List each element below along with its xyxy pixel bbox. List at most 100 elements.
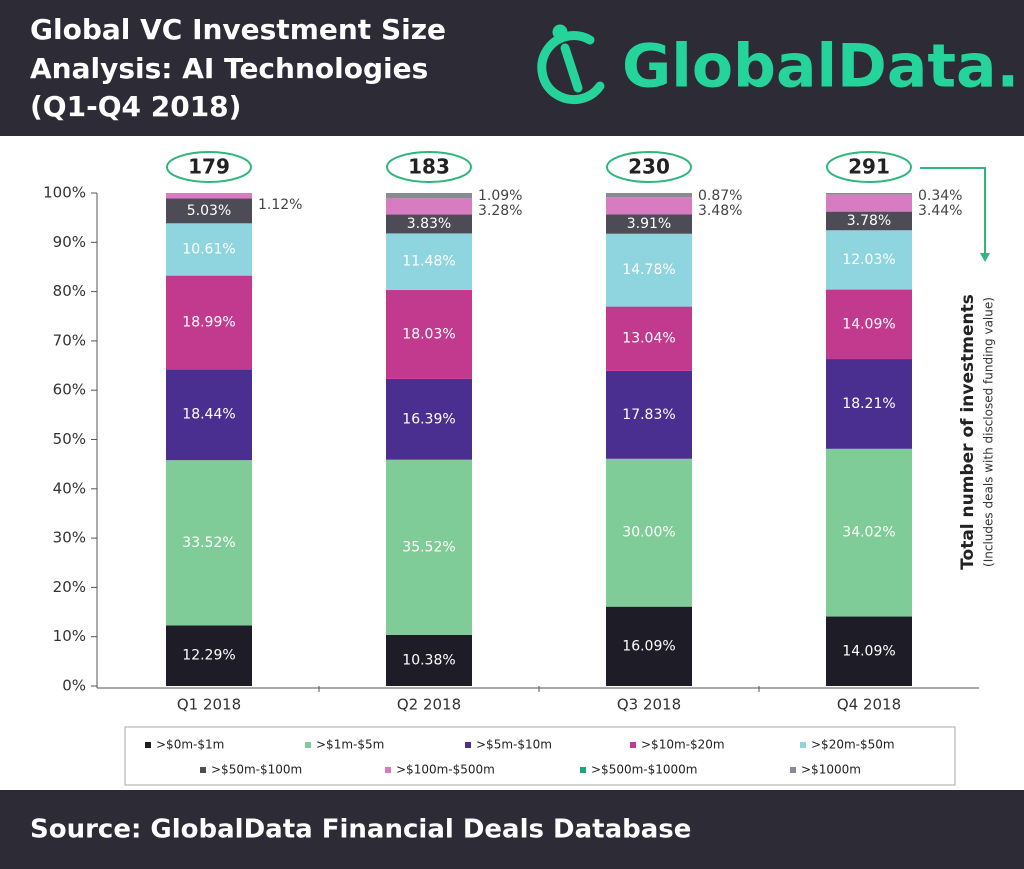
value-label: 18.44% xyxy=(182,407,235,423)
legend-label: >$1000m xyxy=(801,763,861,777)
bar-segment xyxy=(606,458,692,607)
title-line: Global VC Investment Size xyxy=(30,13,446,46)
x-tick-label: Q1 2018 xyxy=(177,696,241,714)
value-label: 17.83% xyxy=(622,407,675,423)
value-label: 0.87% xyxy=(698,188,742,204)
legend-box xyxy=(124,726,956,786)
value-label: 13.04% xyxy=(622,331,675,347)
value-label: 18.99% xyxy=(182,314,235,330)
bar-segment xyxy=(606,606,692,686)
y-tick-label: 40% xyxy=(53,479,86,497)
legend-marker xyxy=(580,767,586,773)
bar-segment xyxy=(166,369,252,461)
value-label: 3.48% xyxy=(698,203,742,219)
total-oval xyxy=(826,151,912,183)
totals-arrow xyxy=(920,167,986,255)
y-tick-label: 100% xyxy=(43,184,86,202)
bar-segment xyxy=(606,197,692,215)
value-label: 1.09% xyxy=(478,188,522,204)
bar-segment xyxy=(606,193,692,198)
value-label: 16.39% xyxy=(402,411,455,427)
value-label: 3.28% xyxy=(478,203,522,219)
bar-segment xyxy=(606,214,692,234)
legend-label: >$100m-$500m xyxy=(396,763,495,777)
bar-segment xyxy=(386,233,472,291)
legend-label: >$5m-$10m xyxy=(476,738,552,752)
total-value: 179 xyxy=(188,155,230,179)
y-tick-label: 70% xyxy=(53,331,86,349)
value-label: 3.44% xyxy=(918,203,962,219)
value-label: 33.52% xyxy=(182,535,235,551)
source: Source: GlobalData Financial Deals Datab… xyxy=(30,815,691,845)
title-line: (Q1-Q4 2018) xyxy=(30,90,241,123)
value-label: 14.09% xyxy=(842,316,895,332)
bar-segment xyxy=(826,211,912,231)
value-label: 34.02% xyxy=(842,525,895,541)
legend-marker xyxy=(385,767,391,773)
x-tick-label: Q4 2018 xyxy=(837,696,901,714)
totals-label: Total number of investments xyxy=(958,294,978,570)
bar-segment xyxy=(386,378,472,460)
bar-segment xyxy=(826,448,912,617)
legend-label: >$20m-$50m xyxy=(811,738,895,752)
bar-segment xyxy=(166,198,252,224)
value-label: 18.03% xyxy=(402,326,455,342)
value-label: 5.03% xyxy=(187,203,231,219)
bar-segment xyxy=(386,290,472,379)
legend-label: >$10m-$20m xyxy=(641,738,725,752)
bar-segment xyxy=(386,214,472,234)
value-label: 14.78% xyxy=(622,262,675,278)
y-tick-label: 20% xyxy=(53,578,86,596)
bar-segment xyxy=(606,306,692,371)
total-value: 183 xyxy=(408,155,450,179)
value-label: 3.91% xyxy=(627,216,671,232)
bar-segment xyxy=(826,616,912,686)
bar-segment xyxy=(386,459,472,635)
value-label: 10.38% xyxy=(402,652,455,668)
footer-band xyxy=(0,790,1024,869)
legend-marker xyxy=(305,742,311,748)
total-value: 291 xyxy=(848,155,890,179)
bar-segment xyxy=(826,359,912,449)
legend-marker xyxy=(790,767,796,773)
y-tick-label: 90% xyxy=(53,233,86,251)
total-value: 230 xyxy=(628,155,670,179)
total-oval xyxy=(386,151,472,183)
x-tick-label: Q3 2018 xyxy=(617,696,681,714)
legend-marker xyxy=(630,742,636,748)
logo: GlobalData. xyxy=(622,32,1019,102)
bar-segment xyxy=(826,193,912,195)
y-tick-label: 30% xyxy=(53,529,86,547)
value-label: 11.48% xyxy=(402,254,455,270)
value-label: 18.21% xyxy=(842,396,895,412)
bar-segment xyxy=(166,460,252,626)
y-tick-label: 10% xyxy=(53,627,86,645)
x-tick-label: Q2 2018 xyxy=(397,696,461,714)
value-label: 1.12% xyxy=(258,197,302,213)
logo-icon xyxy=(537,24,605,105)
bar-segment xyxy=(826,289,912,360)
y-tick-label: 80% xyxy=(53,282,86,300)
totals-note: (Includes deals with disclosed funding v… xyxy=(982,297,996,567)
y-tick-label: 0% xyxy=(62,677,86,695)
y-tick-label: 50% xyxy=(53,430,86,448)
legend-label: >$500m-$1000m xyxy=(591,763,697,777)
bar-segment xyxy=(386,193,472,199)
value-label: 3.83% xyxy=(407,216,451,232)
bar-segment xyxy=(606,233,692,307)
header-band xyxy=(0,0,1024,136)
value-label: 0.34% xyxy=(918,188,962,204)
value-label: 30.00% xyxy=(622,525,675,541)
bar-segment xyxy=(386,634,472,686)
total-oval xyxy=(166,151,252,183)
value-label: 35.52% xyxy=(402,539,455,555)
y-tick-label: 60% xyxy=(53,381,86,399)
value-label: 12.03% xyxy=(842,252,895,268)
legend-marker xyxy=(200,767,206,773)
bar-segment xyxy=(166,223,252,276)
arrow-head xyxy=(980,253,990,262)
legend-marker xyxy=(465,742,471,748)
legend-label: >$50m-$100m xyxy=(211,763,302,777)
value-label: 16.09% xyxy=(622,638,675,654)
